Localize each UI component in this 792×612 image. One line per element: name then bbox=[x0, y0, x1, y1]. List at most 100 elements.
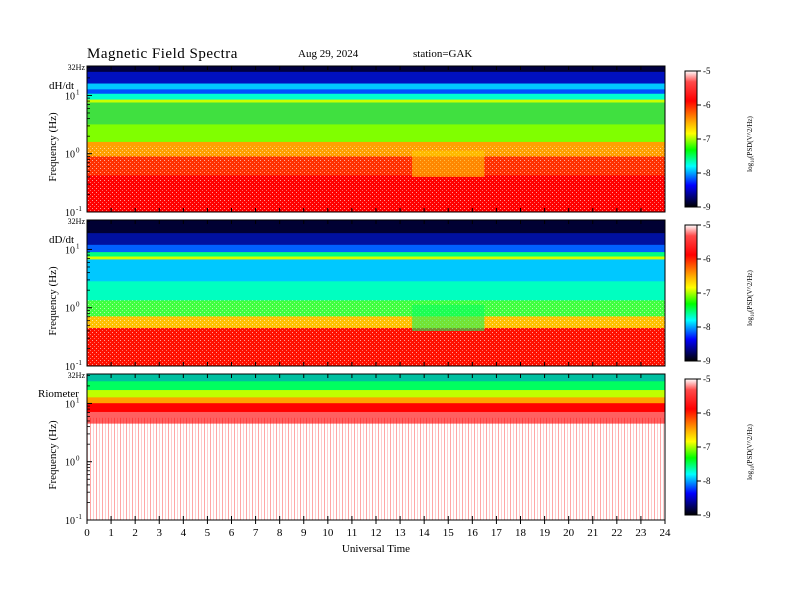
colorbar-gradient bbox=[684, 70, 698, 208]
y-axis-label: Frequency (Hz) bbox=[47, 266, 59, 336]
colorbar-tick-label: -5 bbox=[703, 374, 711, 384]
heatmap-band-3 bbox=[87, 390, 665, 398]
heatmap-band-4 bbox=[87, 397, 665, 404]
y-tick-exponent: 1 bbox=[76, 242, 80, 250]
colorbar: -5 -6 -7 -8 -9 log10(PSD(V^2/Hz) bbox=[684, 220, 756, 366]
quiet-region bbox=[412, 150, 485, 177]
y-axis-label: Frequency (Hz) bbox=[47, 420, 59, 490]
top-freq-label: 32Hz bbox=[68, 217, 86, 226]
x-tick-label: 9 bbox=[301, 527, 307, 539]
colorbar: -5 -6 -7 -8 -9 log10(PSD(V^2/Hz) bbox=[684, 374, 756, 520]
colorbar-label-sub: 10 bbox=[751, 311, 756, 317]
top-freq-label: 32Hz bbox=[68, 371, 86, 380]
x-tick-label: 15 bbox=[443, 527, 455, 539]
x-tick-label: 20 bbox=[563, 527, 575, 539]
x-tick-label: 12 bbox=[371, 527, 382, 539]
colorbar-tick-label: -7 bbox=[703, 288, 711, 298]
colorbar: -5 -6 -7 -8 -9 log10(PSD(V^2/Hz) bbox=[684, 66, 756, 212]
x-tick-label: 13 bbox=[395, 527, 407, 539]
x-tick-label: 18 bbox=[515, 527, 527, 539]
x-tick-label: 22 bbox=[611, 527, 622, 539]
colorbar-label-body: (PSD(V^2/Hz) bbox=[746, 423, 754, 465]
heatmap-band-4 bbox=[87, 252, 665, 257]
x-tick-label: 10 bbox=[322, 527, 334, 539]
x-tick-label: 0 bbox=[84, 527, 90, 539]
y-tick-exponent: 1 bbox=[76, 88, 80, 96]
x-tick-label: 8 bbox=[277, 527, 283, 539]
x-tick-label: 17 bbox=[491, 527, 503, 539]
colorbar-label: log10(PSD(V^2/Hz) bbox=[746, 269, 756, 325]
x-tick-label: 3 bbox=[157, 527, 163, 539]
heatmap-band-5 bbox=[87, 403, 665, 413]
y-tick-label: 10 bbox=[65, 304, 75, 315]
y-tick-label: 10 bbox=[65, 245, 75, 256]
colorbar-gradient bbox=[684, 378, 698, 516]
colorbar-label-body: (PSD(V^2/Hz) bbox=[746, 269, 754, 311]
colorbar-label-sub: 10 bbox=[751, 157, 756, 163]
x-tick-label: 2 bbox=[132, 527, 138, 539]
y-axis-label: Frequency (Hz) bbox=[47, 112, 59, 182]
spectrogram-heatmap bbox=[87, 220, 665, 367]
colorbar-tick-label: -7 bbox=[703, 442, 711, 452]
y-tick-label: 10 bbox=[65, 91, 75, 102]
y-tick-exponent: 0 bbox=[76, 455, 80, 463]
y-tick-exponent: 0 bbox=[76, 301, 80, 309]
y-tick-label: 10 bbox=[65, 399, 75, 410]
colorbar-tick-label: -9 bbox=[703, 356, 711, 366]
heatmap-band-3 bbox=[87, 244, 665, 253]
heatmap-band-8 bbox=[87, 124, 665, 143]
x-tick-label: 1 bbox=[108, 527, 114, 539]
colorbar-gradient bbox=[684, 224, 698, 362]
heatmap-band-5 bbox=[87, 256, 665, 260]
colorbar-label: log10(PSD(V^2/Hz) bbox=[746, 115, 756, 171]
panel-label: Riometer bbox=[38, 388, 79, 400]
heatmap-band-2 bbox=[87, 381, 665, 391]
panel-label: dD/dt bbox=[49, 234, 74, 246]
heatmap-band-7 bbox=[87, 281, 665, 301]
colorbar-tick-label: -6 bbox=[703, 254, 711, 264]
colorbar-label-prefix: log bbox=[746, 316, 754, 325]
chart-title: Magnetic Field Spectra bbox=[87, 46, 238, 62]
colorbar-label-sub: 10 bbox=[751, 465, 756, 471]
x-tick-label: 4 bbox=[181, 527, 187, 539]
y-tick-exponent: -1 bbox=[76, 359, 82, 367]
colorbar-tick-label: -7 bbox=[703, 134, 711, 144]
y-tick-exponent: -1 bbox=[76, 205, 82, 213]
y-tick-exponent: -1 bbox=[76, 513, 82, 521]
colorbar-tick-label: -5 bbox=[703, 66, 711, 76]
quiet-region bbox=[412, 304, 485, 331]
heatmap-band-2 bbox=[87, 71, 665, 85]
y-tick-label: 10 bbox=[65, 516, 75, 527]
heatmap-band-6 bbox=[87, 259, 665, 282]
colorbar-label-prefix: log bbox=[746, 162, 754, 171]
x-tick-label: 5 bbox=[205, 527, 211, 539]
x-tick-label: 11 bbox=[347, 527, 358, 539]
colorbar-label-body: (PSD(V^2/Hz) bbox=[746, 115, 754, 157]
heatmap-noise bbox=[87, 300, 665, 366]
chart-date: Aug 29, 2024 bbox=[298, 48, 359, 60]
spectrogram-heatmap bbox=[87, 66, 665, 213]
x-tick-label: 14 bbox=[419, 527, 431, 539]
heatmap-band-4 bbox=[87, 89, 665, 95]
colorbar-label: log10(PSD(V^2/Hz) bbox=[746, 423, 756, 479]
colorbar-tick-label: -9 bbox=[703, 510, 711, 520]
y-tick-label: 10 bbox=[65, 208, 75, 219]
x-tick-label: 19 bbox=[539, 527, 551, 539]
heatmap-noise bbox=[87, 417, 665, 520]
heatmap-band-5 bbox=[87, 93, 665, 101]
colorbar-tick-label: -8 bbox=[703, 476, 711, 486]
colorbar-tick-label: -6 bbox=[703, 408, 711, 418]
colorbar-tick-label: -8 bbox=[703, 322, 711, 332]
heatmap-band-6 bbox=[87, 99, 665, 103]
colorbar-tick-label: -9 bbox=[703, 202, 711, 212]
heatmap-band-7 bbox=[87, 102, 665, 125]
station-label: station=GAK bbox=[413, 48, 473, 60]
x-tick-label: 6 bbox=[229, 527, 235, 539]
colorbar-tick-label: -6 bbox=[703, 100, 711, 110]
colorbar-tick-label: -5 bbox=[703, 220, 711, 230]
x-tick-label: 21 bbox=[587, 527, 598, 539]
colorbar-tick-label: -8 bbox=[703, 168, 711, 178]
